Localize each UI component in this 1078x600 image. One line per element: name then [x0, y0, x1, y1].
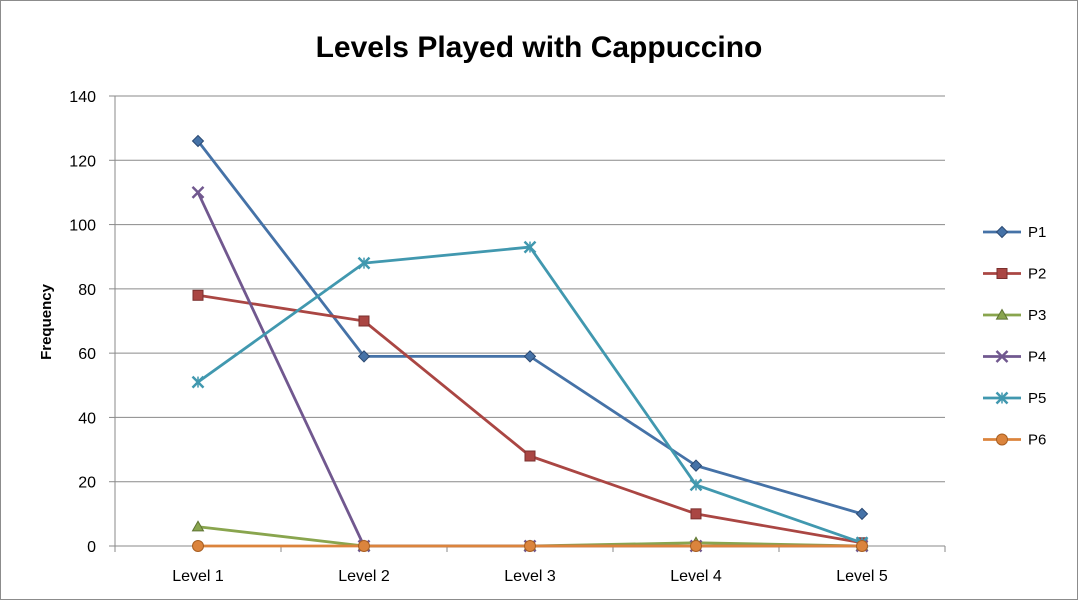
series-line: [197, 293, 863, 545]
data-point: [995, 391, 1009, 405]
data-point: [523, 240, 537, 254]
x-tick-label: Level 1: [172, 568, 224, 585]
data-point: [996, 268, 1008, 279]
data-point: [689, 478, 703, 492]
data-point: [995, 308, 1009, 320]
data-point: [358, 315, 370, 327]
legend-label: P2: [1028, 266, 1046, 283]
legend-label: P5: [1028, 390, 1046, 407]
series-p6: [192, 540, 868, 552]
y-tick-label: 140: [69, 89, 96, 106]
data-point: [192, 540, 204, 552]
tick-labels: 0 20 40 60 80 100 120 140 Level 1 Level 2 Level 3 L…: [69, 89, 888, 585]
legend-item: P6: [983, 432, 1046, 449]
chart-title: Levels Played with Cappuccino: [316, 31, 763, 64]
y-tick-label: 80: [78, 282, 96, 299]
data-point: [996, 433, 1008, 446]
series-line: [197, 245, 863, 545]
y-tick-label: 60: [78, 346, 96, 363]
data-point: [995, 225, 1009, 239]
legend-label: P4: [1028, 349, 1046, 366]
gridlines: [115, 95, 945, 483]
y-tick-label: 0: [87, 539, 96, 556]
series-p1: [191, 134, 869, 521]
y-tick-label: 20: [78, 475, 96, 492]
data-point: [192, 289, 204, 301]
y-tick-label: 100: [69, 218, 96, 235]
data-point: [191, 134, 205, 148]
data-point: [856, 540, 868, 552]
legend-label: P3: [1028, 307, 1046, 324]
data-point: [357, 350, 371, 363]
series-group: [191, 134, 869, 553]
legend-item: P5: [983, 390, 1046, 407]
legend: P1 P2 P3 P4 P5 P6: [983, 224, 1046, 449]
legend-label: P1: [1028, 224, 1046, 241]
data-point: [191, 375, 205, 389]
legend-item: P3: [983, 307, 1046, 324]
legend-item: P1: [983, 224, 1046, 241]
data-point: [191, 186, 205, 199]
legend-label: P6: [1028, 432, 1046, 449]
data-point: [524, 540, 536, 552]
axes: [109, 95, 946, 552]
x-tick-label: Level 2: [338, 568, 390, 585]
y-axis-label: Frequency: [38, 283, 55, 360]
data-point: [523, 350, 537, 363]
data-point: [995, 350, 1009, 363]
data-point: [358, 540, 370, 552]
data-point: [855, 507, 869, 521]
x-tick-label: Level 5: [836, 568, 888, 585]
data-point: [689, 459, 703, 472]
data-point-stroke: [995, 350, 1009, 363]
x-tick-label: Level 3: [504, 568, 556, 585]
data-point-stroke: [191, 186, 205, 199]
y-tick-label: 120: [69, 153, 96, 170]
data-point: [357, 256, 371, 270]
data-point: [191, 520, 205, 532]
x-tick-label: Level 4: [670, 568, 722, 585]
y-tick-label: 40: [78, 410, 96, 427]
data-point: [690, 540, 702, 552]
legend-item: P4: [983, 349, 1046, 366]
legend-item: P2: [983, 266, 1046, 283]
data-point: [524, 450, 536, 462]
data-point: [690, 508, 702, 520]
